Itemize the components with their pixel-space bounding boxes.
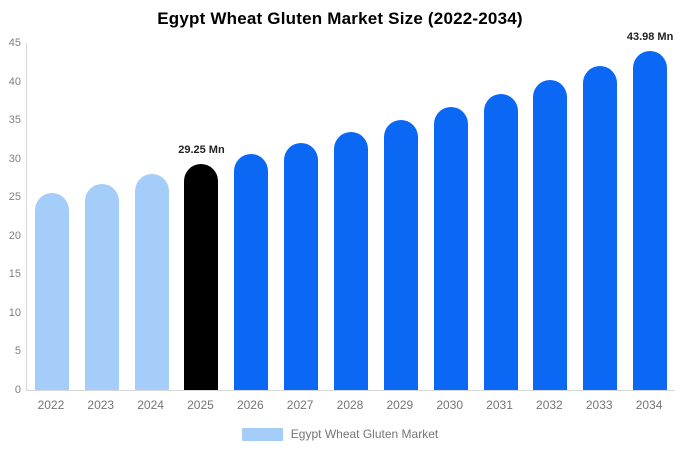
y-tick-label-15: 15 bbox=[8, 268, 21, 281]
y-tick-label-10: 10 bbox=[8, 306, 21, 319]
bar-2025[interactable] bbox=[184, 164, 219, 390]
y-tick-label-30: 30 bbox=[8, 152, 21, 165]
bar-2033[interactable] bbox=[583, 65, 618, 390]
y-tick-label-0: 0 bbox=[14, 384, 21, 396]
x-tick-label-2032: 2032 bbox=[536, 398, 563, 412]
x-tick-label-2034: 2034 bbox=[635, 398, 663, 412]
x-tick-label-2027: 2027 bbox=[286, 398, 314, 412]
x-tick-label-2025: 2025 bbox=[187, 398, 214, 412]
x-tick-label-2024: 2024 bbox=[137, 398, 164, 412]
legend-label: Egypt Wheat Gluten Market bbox=[290, 427, 439, 441]
chart-title: Egypt Wheat Gluten Market Size (2022-203… bbox=[157, 9, 523, 28]
x-tick-label-2028: 2028 bbox=[336, 398, 364, 412]
bar-2027[interactable] bbox=[284, 143, 319, 390]
x-tick-label-2030: 2030 bbox=[436, 398, 464, 412]
plot-area: 29.25 Mn 43.98 Mn bbox=[26, 31, 675, 391]
y-tick-label-35: 35 bbox=[8, 114, 21, 127]
legend: Egypt Wheat Gluten Market bbox=[0, 427, 680, 441]
x-axis: 2022 2023 2024 2025 2026 2027 2028 2029 2030 2031… bbox=[26, 398, 674, 414]
y-tick-label-20: 20 bbox=[8, 229, 21, 242]
data-label-2034: 43.98 Mn bbox=[626, 30, 674, 43]
bar-2030[interactable] bbox=[433, 107, 468, 390]
bar-2024[interactable] bbox=[134, 174, 169, 390]
bar-2026[interactable] bbox=[234, 153, 269, 390]
bar-2031[interactable] bbox=[483, 93, 518, 390]
y-tick-label-40: 40 bbox=[8, 75, 21, 88]
x-tick-label-2033: 2033 bbox=[585, 398, 613, 412]
x-tick-label-2031: 2031 bbox=[486, 398, 513, 412]
bar-2022[interactable] bbox=[34, 193, 69, 390]
x-tick-label-2026: 2026 bbox=[236, 398, 264, 412]
bar-2029[interactable] bbox=[383, 119, 418, 390]
x-tick-label-2023: 2023 bbox=[87, 398, 115, 412]
y-tick-label-25: 25 bbox=[8, 191, 21, 204]
x-tick-label-2022: 2022 bbox=[37, 398, 65, 412]
x-tick-label-2029: 2029 bbox=[386, 398, 414, 412]
legend-item-egypt-wheat-gluten-market[interactable]: Egypt Wheat Gluten Market bbox=[241, 427, 439, 441]
bar-2028[interactable] bbox=[334, 131, 368, 390]
data-label-2025: 29.25 Mn bbox=[178, 144, 225, 157]
bar-2032[interactable] bbox=[533, 80, 568, 390]
bar-2023[interactable] bbox=[84, 184, 119, 390]
y-axis: 0 5 10 15 20 25 30 35 40 45 bbox=[0, 37, 21, 396]
legend-swatch-icon bbox=[241, 427, 283, 441]
y-tick-label-5: 5 bbox=[14, 345, 21, 358]
bar-2034[interactable] bbox=[633, 50, 668, 390]
y-tick-label-45: 45 bbox=[8, 37, 21, 49]
